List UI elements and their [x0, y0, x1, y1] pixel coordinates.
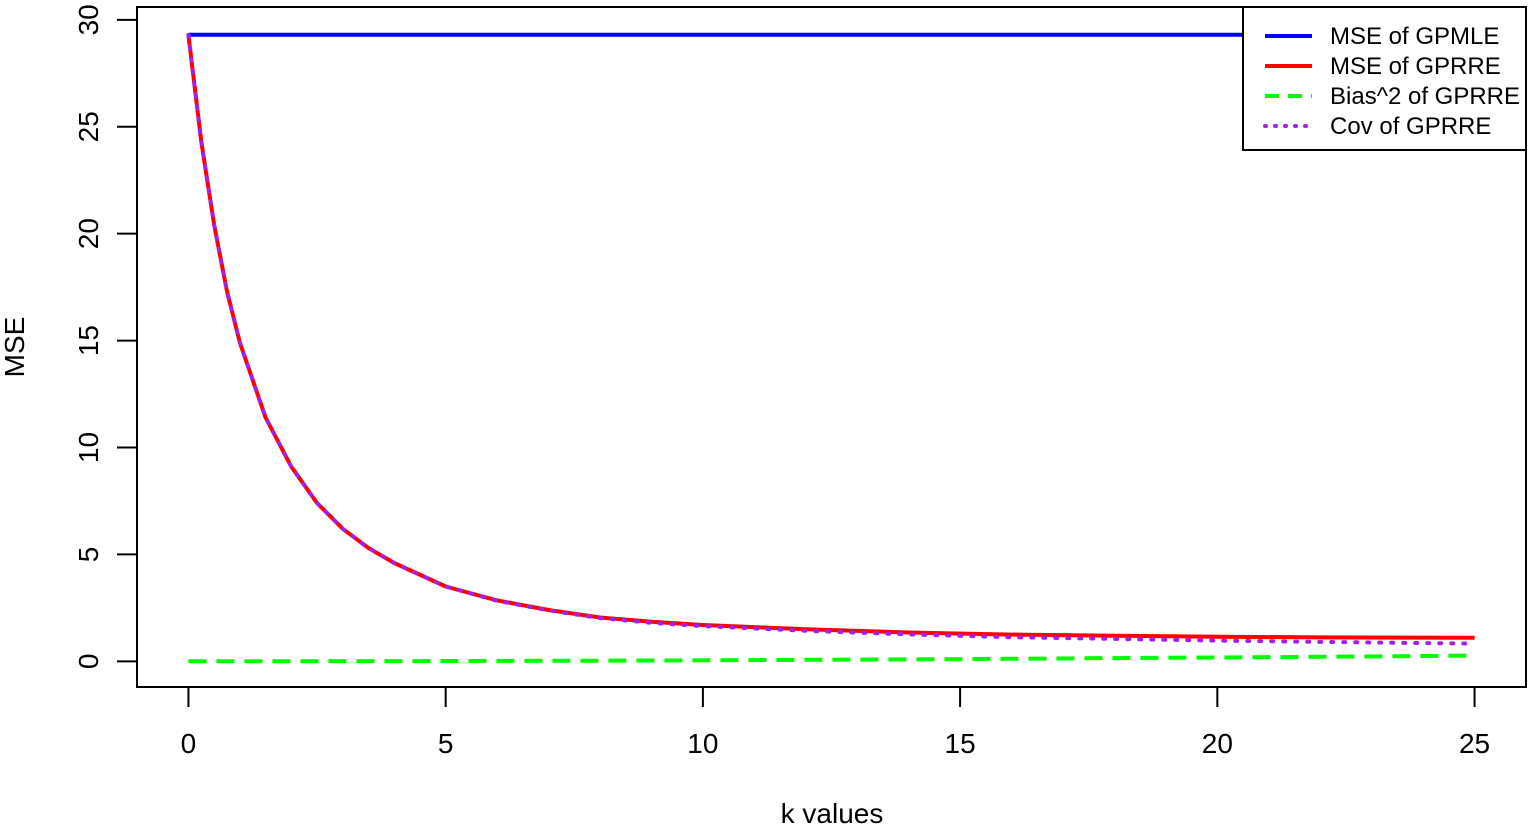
legend-label-0: MSE of GPMLE — [1330, 23, 1499, 50]
y-tick-label: 10 — [73, 432, 104, 463]
y-axis: 0 5 10 15 20 25 30 — [73, 4, 138, 670]
y-axis-title: MSE — [0, 317, 30, 378]
series-line-2 — [188, 653, 1475, 664]
y-tick-label: 15 — [73, 325, 104, 356]
y-tick-label: 0 — [73, 654, 104, 670]
series-line-3 — [186, 32, 1477, 646]
x-tick-label: 10 — [687, 728, 718, 759]
legend-label-1: MSE of GPRRE — [1330, 53, 1501, 80]
x-tick-label: 0 — [181, 728, 197, 759]
legend-label-2: Bias^2 of GPRRE — [1330, 83, 1520, 110]
x-tick-label: 5 — [438, 728, 454, 759]
legend: MSE of GPMLE MSE of GPRRE Bias^2 of GPRRE C… — [1242, 6, 1527, 151]
x-tick-label: 15 — [945, 728, 976, 759]
x-tick-label: 25 — [1459, 728, 1490, 759]
y-tick-label: 5 — [73, 547, 104, 563]
y-tick-label: 25 — [73, 111, 104, 142]
legend-box — [1242, 6, 1527, 151]
legend-label-3: Cov of GPRRE — [1330, 113, 1491, 140]
y-tick-label: 20 — [73, 218, 104, 249]
x-axis-title: k values — [781, 798, 884, 825]
x-axis: 0 5 10 15 20 25 — [181, 686, 1490, 759]
x-tick-label: 20 — [1202, 728, 1233, 759]
y-tick-label: 30 — [73, 4, 104, 35]
